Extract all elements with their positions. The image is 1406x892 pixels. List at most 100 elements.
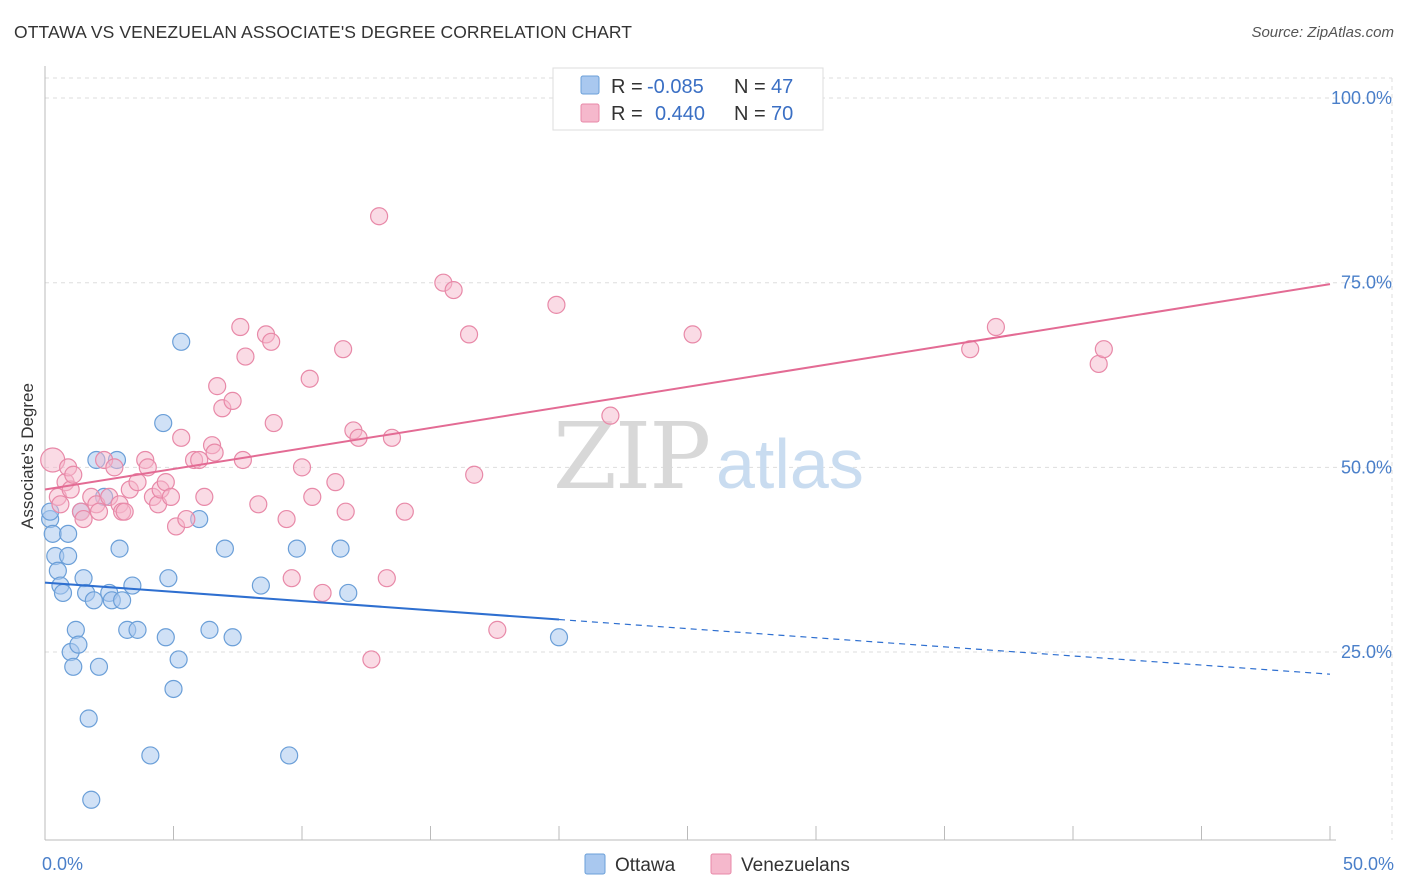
venezuelan-point — [89, 502, 109, 521]
venezuelan-point — [249, 495, 268, 514]
venezuelan-point — [362, 650, 381, 669]
venezuelan-point — [264, 413, 283, 433]
y-tick-label: 100.0% — [1331, 88, 1392, 108]
venezuelan-point — [683, 325, 702, 344]
ottawa-point — [141, 746, 160, 765]
venezuelan-point — [161, 487, 181, 507]
venezuelan-point — [601, 406, 620, 425]
ottawa-point — [164, 679, 183, 699]
legend-box: R = -0.085 N = 47 R = 0.440 N = 70 — [552, 67, 824, 131]
ottawa-point — [43, 524, 62, 543]
venezuelan-point — [547, 295, 566, 314]
ottawa-point — [123, 576, 142, 595]
y-axis-title: Associate's Degree — [18, 383, 37, 529]
ottawa-point — [128, 620, 147, 639]
ottawa-point — [156, 628, 175, 647]
venezuelan-trend-line — [44, 283, 1331, 491]
ottawa-point — [112, 591, 132, 610]
venezuelan-point — [465, 465, 484, 484]
legend-swatch-ottawa — [580, 75, 600, 95]
venezuelan-point — [177, 509, 196, 529]
watermark: ZIP atlas — [553, 403, 864, 510]
ottawa-trend-line-extension — [558, 618, 1331, 675]
venezuelan-point — [74, 509, 93, 529]
legend-r-label-ottawa: R = — [611, 76, 643, 98]
venezuelan-point — [172, 428, 191, 447]
venezuelan-point — [300, 369, 319, 388]
y-tick-label: 50.0% — [1341, 457, 1392, 477]
ottawa-point — [215, 539, 234, 558]
ottawa-point — [69, 635, 88, 654]
ottawa-point — [59, 546, 78, 566]
venezuelan-point — [208, 377, 227, 396]
legend-r-label-venezuelans: R = — [611, 103, 643, 125]
venezuelan-point — [459, 325, 479, 344]
tick-labels: 25.0% 50.0% 75.0% 100.0% 0.0% 50.0% — [42, 88, 1394, 874]
grid-lines — [45, 77, 1393, 840]
venezuelan-point — [231, 317, 250, 337]
watermark-atlas-text: atlas — [716, 425, 864, 503]
ottawa-trend-line — [44, 581, 560, 621]
venezuelan-point — [377, 569, 396, 588]
venezuelan-point — [205, 443, 224, 462]
venezuelan-point — [488, 620, 507, 639]
ottawa-point — [64, 657, 83, 676]
x-tick-label: 50.0% — [1343, 854, 1394, 874]
bottom-legend: Ottawa Venezuelans — [584, 853, 850, 876]
legend-n-value-venezuelans: 70 — [771, 103, 793, 125]
venezuelan-point — [282, 569, 301, 588]
ottawa-points — [41, 332, 569, 809]
venezuelan-points — [40, 207, 1113, 669]
bottom-legend-swatch-venezuelans — [710, 853, 732, 875]
ottawa-point — [53, 583, 73, 603]
trend-lines — [44, 283, 1331, 675]
ottawa-point — [89, 657, 109, 676]
venezuelan-point — [128, 473, 147, 492]
ottawa-point — [331, 539, 350, 558]
ottawa-point — [159, 569, 178, 588]
legend-n-label-ottawa: N = — [734, 76, 766, 98]
venezuelan-point — [51, 495, 70, 514]
x-tick-label: 0.0% — [42, 854, 83, 874]
venezuelan-point — [115, 502, 134, 521]
ottawa-point — [82, 790, 101, 809]
legend-swatch-venezuelans — [580, 103, 600, 123]
ottawa-point — [169, 650, 188, 669]
ottawa-point — [110, 539, 129, 558]
ottawa-point — [251, 576, 270, 595]
venezuelan-point — [233, 450, 252, 470]
y-tick-label: 75.0% — [1341, 273, 1392, 293]
ottawa-point — [66, 620, 85, 639]
venezuelan-point — [444, 280, 463, 300]
venezuelan-point — [986, 317, 1006, 337]
ottawa-point — [79, 709, 98, 728]
ottawa-point — [84, 591, 103, 610]
venezuelan-point — [1094, 340, 1113, 359]
venezuelan-point — [105, 458, 124, 477]
venezuelan-point — [326, 473, 345, 492]
venezuelan-point — [382, 428, 402, 447]
ottawa-point — [287, 539, 306, 558]
venezuelan-point — [334, 340, 353, 359]
ottawa-point — [154, 413, 173, 433]
ottawa-point — [200, 620, 219, 639]
venezuelan-point — [313, 583, 332, 603]
watermark-zip-text: ZIP — [553, 403, 709, 510]
bottom-legend-swatch-ottawa — [584, 853, 606, 875]
y-tick-label: 25.0% — [1341, 642, 1392, 662]
ottawa-point — [59, 524, 78, 543]
ottawa-point — [549, 628, 569, 647]
venezuelan-point — [236, 347, 255, 366]
legend-n-value-ottawa: 47 — [771, 76, 793, 98]
legend-n-label-venezuelans: N = — [734, 103, 766, 125]
source-label: Source: ZipAtlas.com — [1251, 24, 1394, 41]
venezuelan-point — [223, 391, 242, 410]
chart-title: OTTAWA VS VENEZUELAN ASSOCIATE'S DEGREE … — [14, 22, 633, 42]
ottawa-point — [280, 746, 299, 765]
legend-r-value-ottawa: -0.085 — [647, 76, 704, 98]
ottawa-point — [48, 561, 67, 580]
bottom-legend-label-ottawa: Ottawa — [615, 855, 676, 876]
venezuelan-point — [262, 332, 281, 351]
bottom-legend-label-venezuelans: Venezuelans — [741, 855, 850, 876]
